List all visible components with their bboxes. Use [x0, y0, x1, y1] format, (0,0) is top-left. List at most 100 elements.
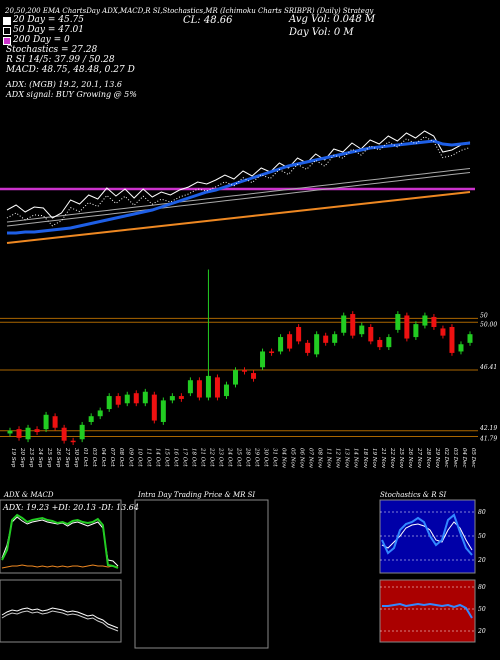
candle-body	[305, 342, 311, 353]
candle-body	[196, 380, 202, 398]
rsi-panel	[379, 579, 476, 643]
stoch-k-line	[381, 513, 473, 556]
date-tick-label: 14 Oct	[154, 448, 160, 467]
candle-body	[431, 316, 437, 327]
candle-body	[296, 327, 302, 342]
candle-body	[377, 339, 383, 348]
date-tick-label: 21 Oct	[199, 447, 205, 467]
candle-body	[332, 334, 338, 343]
date-tick-label: 08 Oct	[118, 448, 124, 467]
macd-label: MACD: 48.75, 48.48, 0.27 D	[6, 65, 135, 75]
candle-body	[187, 380, 193, 394]
candle-body	[368, 327, 374, 342]
macd-line	[1, 607, 119, 629]
candle-body	[449, 327, 455, 353]
date-tick-label: 27 Sep	[64, 447, 70, 468]
date-tick-label: 14 Nov	[353, 448, 359, 469]
candle-body	[260, 351, 266, 368]
date-tick-label: 05 Dec	[470, 448, 476, 468]
close-price: CL: 48.66	[183, 15, 233, 26]
candle-body	[223, 384, 229, 397]
date-tick-label: 18 Oct	[190, 448, 196, 467]
intraday-title: Intra Day Trading Price & MR SI	[138, 491, 256, 499]
ema20-label: 20 Day = 45.75	[13, 15, 85, 25]
adx-line-green	[1, 513, 119, 569]
stochastics-panel	[379, 499, 476, 574]
date-tick-label: 28 Nov	[425, 447, 431, 469]
date-tick-label: 12 Nov	[335, 448, 341, 469]
candle-body	[314, 334, 320, 355]
candle-body	[151, 394, 157, 421]
candle-body	[440, 328, 446, 336]
date-tick-label: 27 Nov	[416, 447, 422, 469]
date-tick-label: 13 Nov	[344, 448, 350, 469]
candle-body	[178, 396, 184, 399]
candle-body	[115, 396, 121, 405]
rsi-tick-label: 50	[478, 606, 486, 613]
ema200-label: 200 Day = 0	[13, 35, 70, 45]
candle-body	[34, 429, 40, 433]
stoch-tick-label: 50	[478, 533, 486, 540]
adx-line-orange	[1, 564, 119, 569]
candle-body	[467, 334, 473, 343]
candle-body	[124, 394, 130, 404]
candle-body	[413, 324, 419, 338]
cloud-line-1	[6, 171, 471, 227]
date-tick-label: 26 Nov	[407, 447, 413, 469]
date-tick-label: 04 Nov	[281, 448, 287, 469]
date-tick-label: 25 Oct	[235, 447, 241, 467]
adx-values-text: ADX: 19.23 +DI: 20.13 -DI: 13.64	[3, 503, 139, 512]
date-tick-label: 20 Sep	[19, 447, 25, 468]
ichimoku-series-1	[7, 139, 471, 235]
date-tick-label: 05 Nov	[290, 448, 296, 469]
candle-body	[214, 377, 220, 398]
date-tick-label: 17 Oct	[181, 448, 187, 467]
date-tick-label: 28 Oct	[245, 447, 251, 467]
price-level-label-1: 50.00	[480, 321, 497, 328]
date-tick-label: 25 Nov	[398, 447, 404, 469]
ichimoku-series-2	[6, 191, 471, 244]
candle-body	[7, 430, 13, 434]
date-tick-label: 15 Oct	[163, 448, 169, 467]
candle-body	[106, 396, 112, 410]
adx-line: ADX: (MGB) 19.2, 20.1, 13.6	[6, 80, 122, 89]
date-tick-label: 04 Dec	[461, 448, 467, 468]
candle-body	[232, 370, 238, 385]
date-tick-label: 23 Oct	[217, 447, 223, 467]
candle-body	[269, 351, 275, 353]
candle-body	[205, 375, 211, 398]
price-level-label-2: 46.41	[479, 364, 497, 371]
ichimoku-dotted-line	[6, 136, 471, 227]
date-tick-label: 02 Dec	[443, 448, 449, 468]
date-tick-label: 06 Nov	[299, 448, 305, 469]
date-tick-label: 16 Oct	[172, 448, 178, 467]
candle-body	[169, 396, 175, 401]
candle-body	[70, 440, 76, 443]
candle-body	[395, 314, 401, 330]
date-tick-label: 18 Nov	[362, 448, 368, 469]
date-tick-label: 25 Sep	[46, 447, 52, 468]
date-tick-label: 03 Oct	[91, 448, 97, 467]
ema50-label: 50 Day = 47.01	[13, 25, 85, 35]
candle-body	[52, 416, 58, 428]
stochastics-label: Stochastics = 27.28	[6, 45, 98, 55]
date-tick-label: 22 Nov	[389, 447, 395, 469]
stochastics-title: Stochastics & R SI	[380, 491, 447, 499]
date-tick-label: 24 Oct	[226, 447, 232, 467]
date-tick-label: 19 Sep	[10, 448, 16, 468]
candle-body	[133, 393, 139, 404]
date-tick-label: 07 Oct	[109, 448, 115, 467]
date-tick-label: 23 Sep	[28, 447, 34, 468]
adx-signal: ADX signal: BUY Growing @ 5%	[6, 90, 137, 99]
day-volume: Day Vol: 0 M	[289, 27, 354, 38]
candle-body	[251, 373, 257, 379]
stoch-tick-label: 20	[477, 557, 486, 564]
candle-body	[242, 370, 248, 372]
price-level-label-0: 50	[480, 312, 488, 319]
candle-body	[287, 334, 293, 349]
date-tick-label: 11 Nov	[326, 448, 332, 469]
stoch-tick-label: 80	[478, 509, 486, 516]
candle-body	[404, 315, 410, 339]
candle-body	[341, 315, 347, 333]
